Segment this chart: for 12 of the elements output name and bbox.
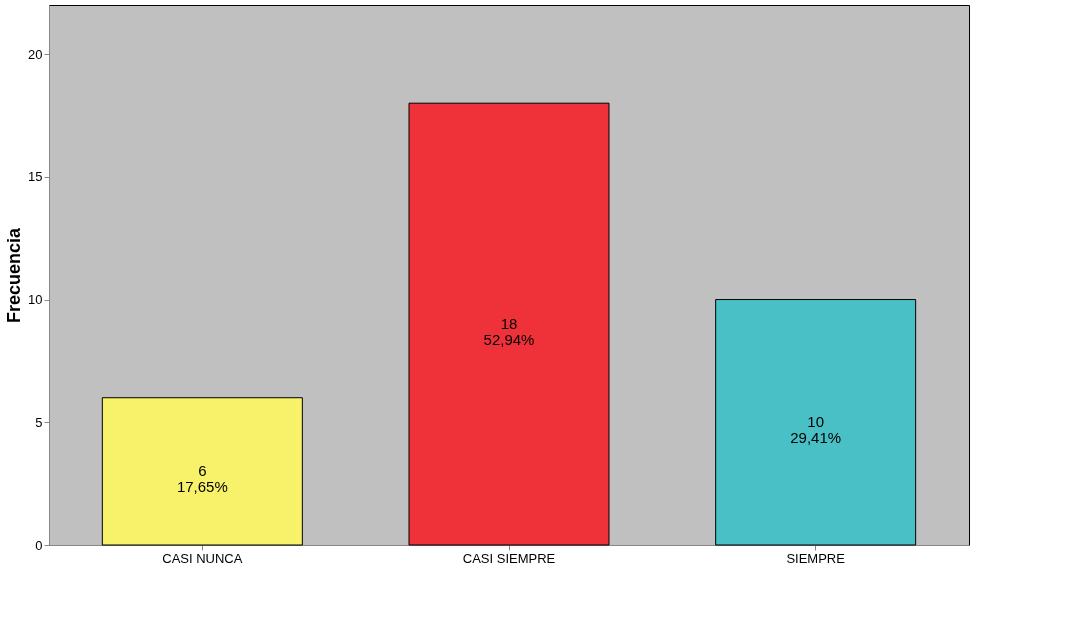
y-tick-label: 15 <box>28 169 43 185</box>
y-tick-label: 20 <box>28 46 43 62</box>
y-axis-title: Frecuencia <box>4 226 25 324</box>
data-label: 6 17,65% <box>176 462 228 496</box>
data-label: 10 29,41% <box>790 413 842 447</box>
x-tick-label: CASI SIEMPRE <box>462 550 556 566</box>
y-tick-label: 0 <box>35 537 43 553</box>
x-tick-label: SIEMPRE <box>786 550 846 566</box>
y-tick-label: 5 <box>35 414 43 430</box>
x-tick-label: CASI NUNCA <box>162 550 243 566</box>
y-tick-label: 10 <box>28 292 43 308</box>
data-label: 18 52,94% <box>483 315 535 349</box>
